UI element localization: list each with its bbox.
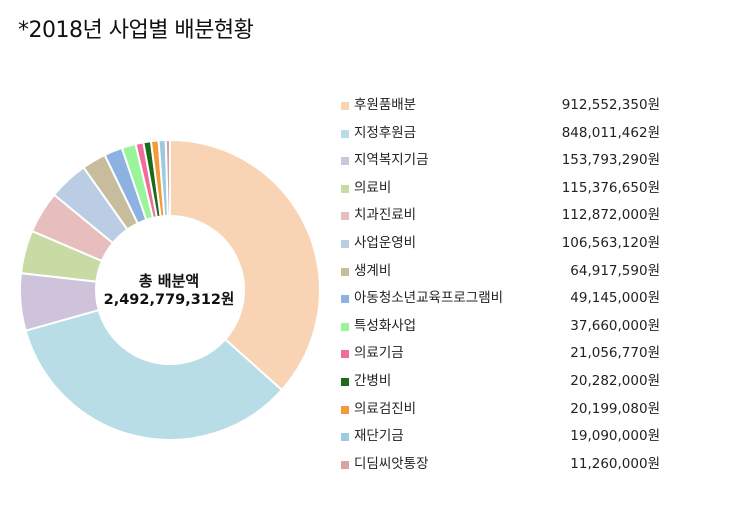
legend-label: 치과진료비 (354, 207, 417, 224)
legend-value: 912,552,350원 (561, 97, 660, 113)
legend-item: 지역복지기금 153,793,290원 (338, 147, 668, 175)
chart-title: *2018년 사업별 배분현황 (18, 18, 254, 43)
center-label-total: 2,492,779,312원 (103, 292, 235, 308)
legend-swatch (341, 377, 349, 386)
legend-swatch (341, 157, 349, 166)
legend-value: 37,660,000원 (570, 317, 660, 334)
legend-label: 지역복지기금 (354, 152, 429, 169)
legend-value: 153,793,290원 (561, 152, 660, 169)
center-label-title: 총 배분액 (138, 272, 200, 290)
legend-item: 디딤씨앗통장 11,260,000원 (338, 451, 668, 479)
legend-value: 848,011,462원 (561, 124, 660, 141)
legend-item: 생계비 64,917,590원 (338, 258, 668, 286)
legend-swatch (341, 184, 349, 193)
legend-label: 지정후원금 (354, 124, 417, 141)
legend-value: 20,199,080원 (570, 400, 660, 417)
legend-label: 특성화사업 (354, 317, 417, 334)
legend-item: 후원품배분 912,552,350원 (338, 92, 668, 120)
legend-label: 재단기금 (354, 428, 404, 445)
slice-1 (169, 138, 321, 392)
legend-swatch (341, 239, 349, 248)
legend-swatch (341, 102, 349, 110)
legend-value: 19,090,000원 (570, 428, 660, 445)
legend-value: 64,917,590원 (570, 262, 660, 279)
legend-value: 112,872,000원 (561, 207, 660, 224)
legend-label: 후원품배분 (354, 97, 417, 113)
legend-item: 아동청소년교육프로그램비 49,145,000원 (338, 285, 668, 313)
legend-item: 특성화사업 37,660,000원 (338, 313, 668, 341)
legend-swatch (341, 405, 349, 414)
legend-item: 간병비 20,282,000원 (338, 368, 668, 396)
legend-value: 115,376,650원 (561, 179, 660, 196)
legend-item: 지정후원금 848,011,462원 (338, 120, 668, 148)
legend-value: 20,282,000원 (570, 372, 660, 389)
legend-swatch (341, 295, 349, 304)
legend-value: 49,145,000원 (570, 290, 660, 307)
legend-label: 생계비 (354, 262, 392, 279)
slice-14 (164, 138, 171, 218)
legend-item: 재단기금 19,090,000원 (338, 423, 668, 451)
legend-label: 디딤씨앗통장 (354, 455, 429, 472)
legend-item: 치과진료비 112,872,000원 (338, 202, 668, 230)
legend-value: 11,260,000원 (570, 455, 660, 472)
legend-label: 간병비 (354, 372, 392, 389)
legend-swatch (341, 267, 349, 276)
legend-item: 의료검진비 20,199,080원 (338, 396, 668, 424)
legend-label: 의료기금 (354, 345, 404, 362)
legend-item: 사업운영비 106,563,120원 (338, 230, 668, 258)
donut-chart (19, 138, 321, 441)
legend-label: 아동청소년교육프로그램비 (354, 290, 504, 307)
legend-item: 의료기금 21,056,770원 (338, 340, 668, 368)
legend-swatch (341, 460, 349, 469)
legend-label: 의료검진비 (354, 400, 417, 417)
legend-swatch (341, 129, 349, 138)
legend-label: 사업운영비 (354, 234, 417, 251)
slice-2 (24, 308, 284, 441)
center-label: 총 배분액 2,492,779,312원 (94, 272, 244, 310)
legend-label: 의료비 (354, 179, 392, 196)
legend-swatch (341, 212, 349, 221)
legend-swatch (341, 350, 349, 359)
legend-value: 106,563,120원 (561, 234, 660, 251)
legend-item: 의료비 115,376,650원 (338, 175, 668, 203)
legend-swatch (341, 322, 349, 331)
legend-value: 21,056,770원 (570, 345, 660, 362)
legend-swatch (341, 433, 349, 442)
